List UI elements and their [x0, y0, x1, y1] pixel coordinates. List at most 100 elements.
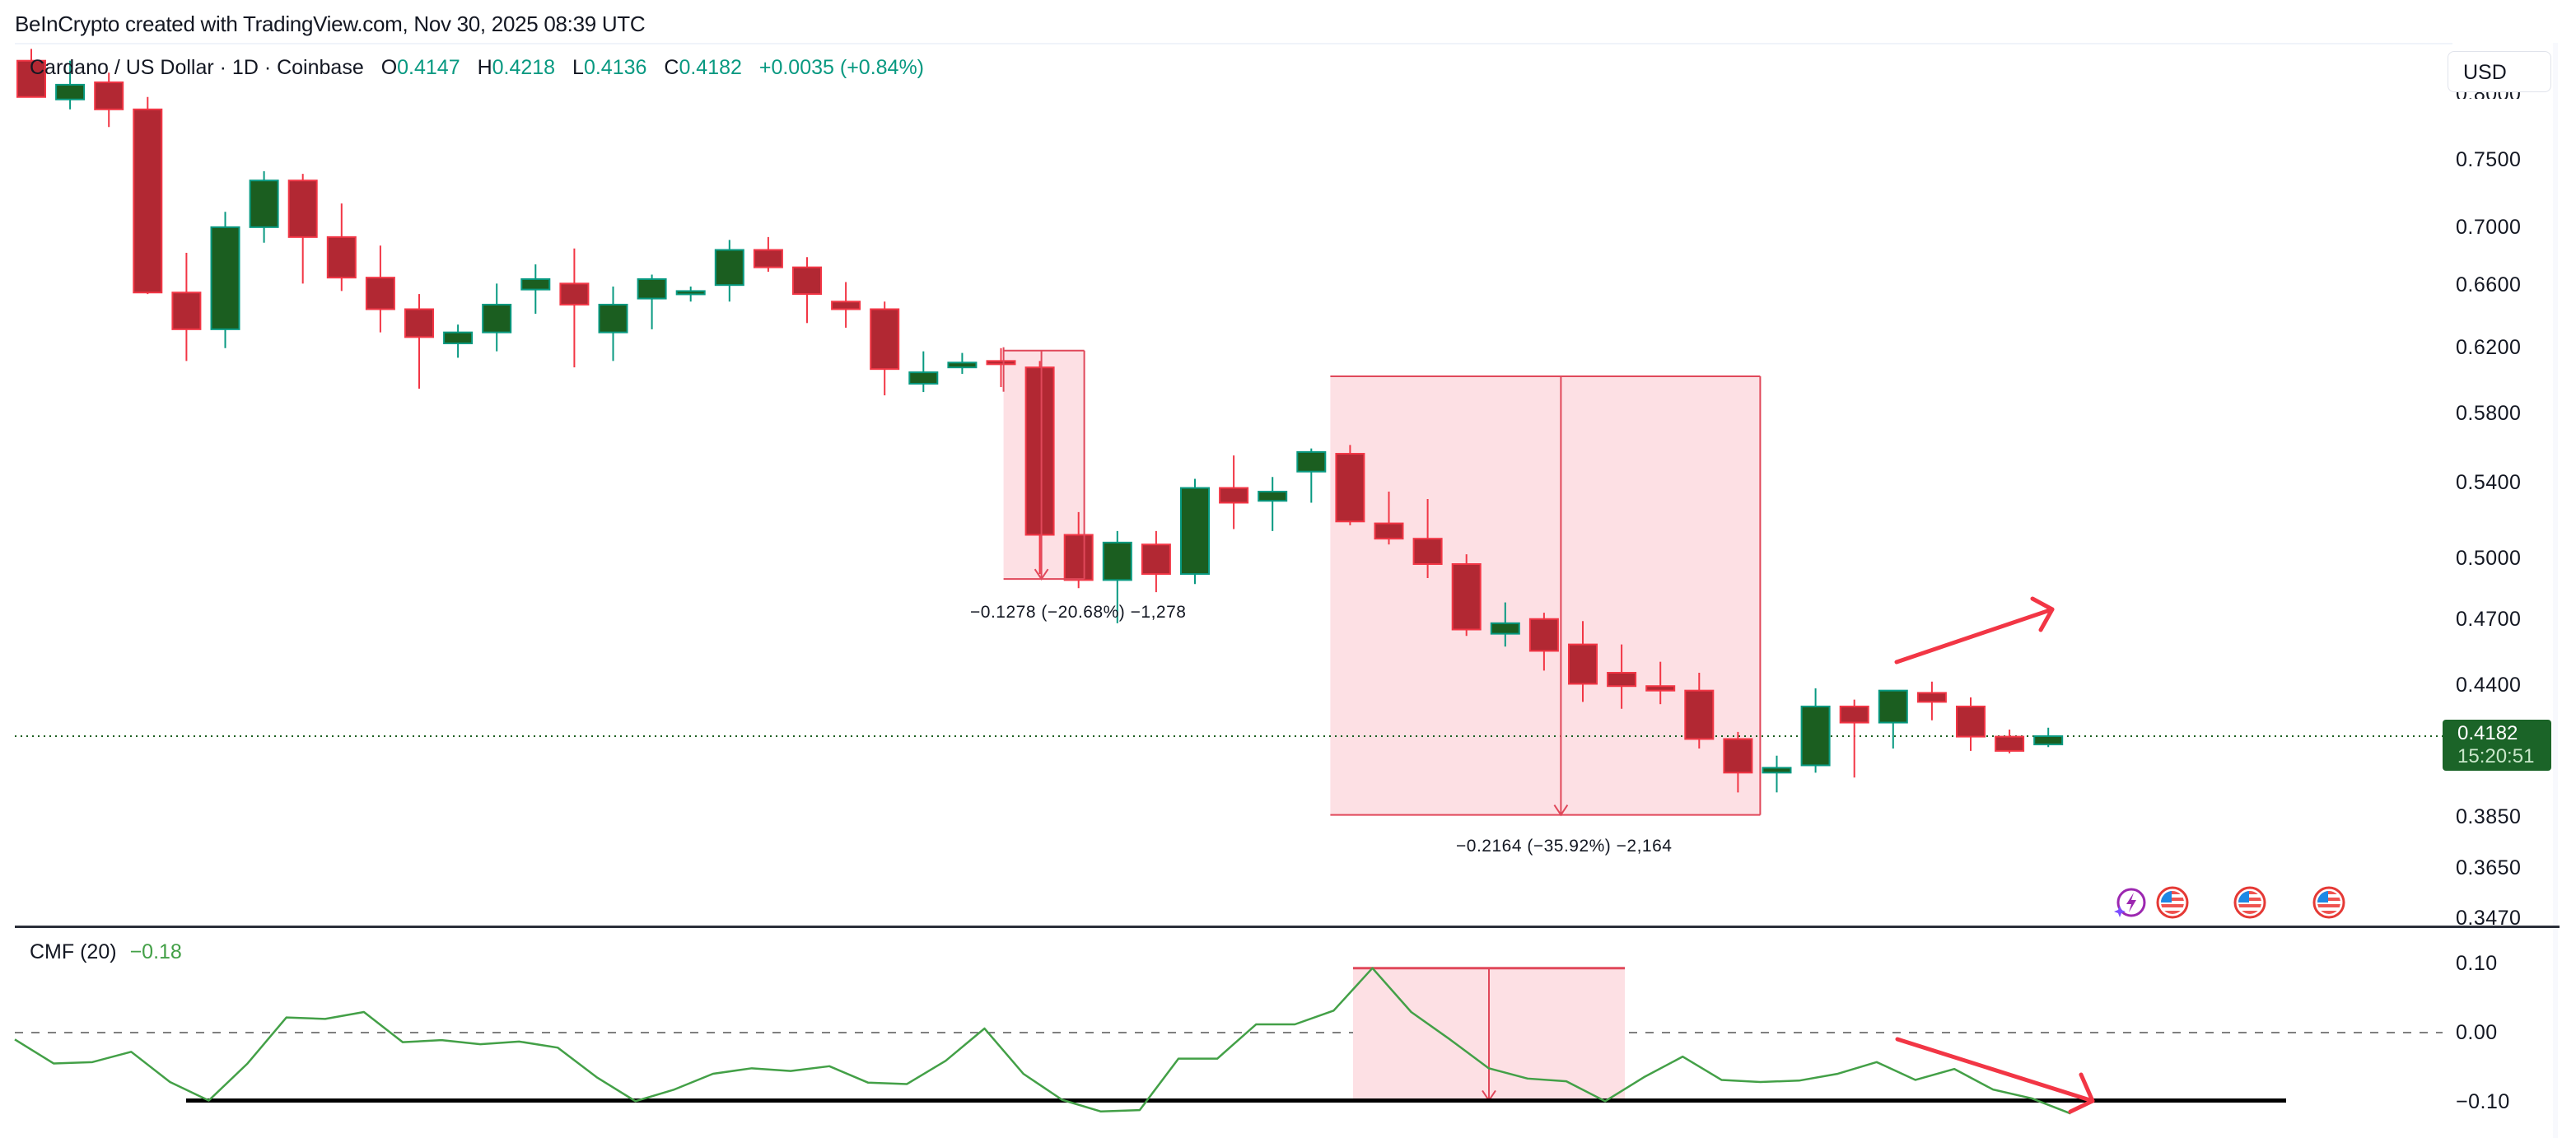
candle-up	[675, 290, 706, 296]
chart-credit: BeInCrypto created with TradingView.com,…	[15, 12, 646, 36]
high-value: 0.4218	[492, 56, 556, 79]
arrow-down-icon	[1553, 805, 1569, 817]
arrow-down-right-icon	[1895, 1037, 2095, 1103]
measure-label-2: −0.2164 (−35.92%) −2,164	[1456, 837, 1673, 856]
cmf-tick: 0.00	[2456, 1021, 2498, 1044]
change-value: +0.0035 (+0.84%)	[758, 56, 925, 79]
currency-button[interactable]: USD	[2448, 51, 2551, 92]
candle-down	[986, 360, 1016, 366]
candle-up	[210, 226, 240, 330]
candle-down	[1607, 671, 1637, 688]
candle-down	[1063, 534, 1094, 581]
candle-down	[404, 308, 434, 338]
candle-down	[133, 108, 163, 294]
candle-up	[1296, 450, 1327, 473]
measure-box-2	[1330, 376, 1761, 815]
close-label: C	[664, 56, 679, 79]
candle-up	[1878, 689, 1908, 724]
candle-down	[326, 236, 357, 279]
price-tick: 0.7000	[2456, 216, 2522, 239]
candle-up	[908, 371, 939, 385]
candle-down	[870, 308, 900, 371]
candle-down	[1916, 692, 1947, 703]
candle-down	[1684, 689, 1715, 740]
us-flag-event-icon[interactable]	[2233, 886, 2266, 919]
candle-down	[1645, 685, 1676, 692]
measure-label-1: −0.1278 (−20.68%) −1,278	[970, 603, 1187, 622]
candle-down	[1024, 366, 1055, 536]
last-price-value: 0.4182	[2457, 722, 2518, 744]
low-value: 0.4136	[583, 56, 647, 79]
candle-up	[1180, 487, 1210, 576]
price-tick: 0.5800	[2456, 402, 2522, 425]
candle-down	[171, 291, 202, 330]
arrow-down-icon	[1034, 568, 1049, 581]
candle-up	[55, 83, 86, 100]
bar-countdown: 15:20:51	[2457, 745, 2535, 767]
candle-down	[559, 282, 590, 305]
candle-down	[1839, 705, 1869, 724]
candle-up	[947, 361, 978, 369]
us-flag-event-icon[interactable]	[2312, 886, 2345, 919]
price-axis-border	[2553, 43, 2558, 1138]
price-tick: 0.3850	[2456, 805, 2522, 828]
candle-down	[1412, 538, 1443, 566]
price-tick: 0.5000	[2456, 547, 2522, 570]
cmf-title[interactable]: CMF (20)	[30, 940, 117, 963]
candle-up	[1762, 767, 1792, 774]
candle-down	[1335, 453, 1365, 523]
price-tick: 0.6600	[2456, 273, 2522, 296]
open-label: O	[380, 56, 398, 79]
us-flag-event-icon[interactable]	[2156, 886, 2189, 919]
candle-down	[1956, 705, 1986, 738]
arrow-head	[2030, 596, 2055, 632]
open-value: 0.4147	[397, 56, 460, 79]
price-tick: 0.4400	[2456, 674, 2522, 697]
candle-down	[1568, 643, 1598, 685]
candle-up	[1490, 622, 1520, 635]
candle-down	[1219, 487, 1249, 504]
candle-up	[714, 249, 744, 287]
candle-down	[792, 266, 822, 296]
symbol-title[interactable]: Cardano / US Dollar · 1D · Coinbase	[30, 56, 364, 79]
candle-up	[443, 331, 474, 345]
last-price-label: 0.4182 15:20:51	[2443, 720, 2551, 771]
cmf-tick: 0.10	[2456, 952, 2498, 975]
candle-up	[1258, 491, 1288, 502]
candle-down	[1528, 618, 1559, 652]
price-tick: 0.5400	[2456, 471, 2522, 494]
arrow-up-right-icon	[1894, 607, 2055, 665]
candle-down	[1995, 735, 2025, 752]
candle-down	[1141, 543, 1171, 576]
candle-up	[2033, 735, 2064, 746]
pane-separator[interactable]	[15, 926, 2560, 928]
cmf-line	[14, 967, 2071, 1115]
arrow-head	[2068, 1072, 2095, 1114]
candle-up	[482, 303, 512, 333]
candle-up	[598, 303, 628, 333]
price-tick: 0.3650	[2456, 856, 2522, 879]
candle-up	[1800, 705, 1831, 767]
candle-up	[1102, 541, 1132, 581]
candle-down	[94, 81, 124, 110]
candle-down	[16, 59, 46, 98]
top-divider	[15, 43, 2452, 44]
candle-down	[753, 249, 783, 268]
price-tick: 0.7500	[2456, 148, 2522, 171]
candle-down	[1451, 563, 1482, 631]
close-value: 0.4182	[679, 56, 742, 79]
candle-up	[249, 180, 279, 228]
low-label: L	[572, 56, 584, 79]
cmf-value: −0.18	[129, 940, 182, 963]
cmf-legend: CMF (20) −0.18	[30, 940, 182, 964]
lightning-event-icon[interactable]	[2113, 886, 2146, 919]
candle-up	[637, 278, 667, 300]
high-label: H	[477, 56, 492, 79]
price-tick: 0.4700	[2456, 608, 2522, 631]
symbol-legend: Cardano / US Dollar · 1D · Coinbase O0.4…	[30, 56, 936, 80]
candle-down	[365, 277, 395, 310]
candle-down	[287, 180, 318, 238]
candle-down	[831, 301, 861, 310]
price-tick: 0.6200	[2456, 336, 2522, 359]
